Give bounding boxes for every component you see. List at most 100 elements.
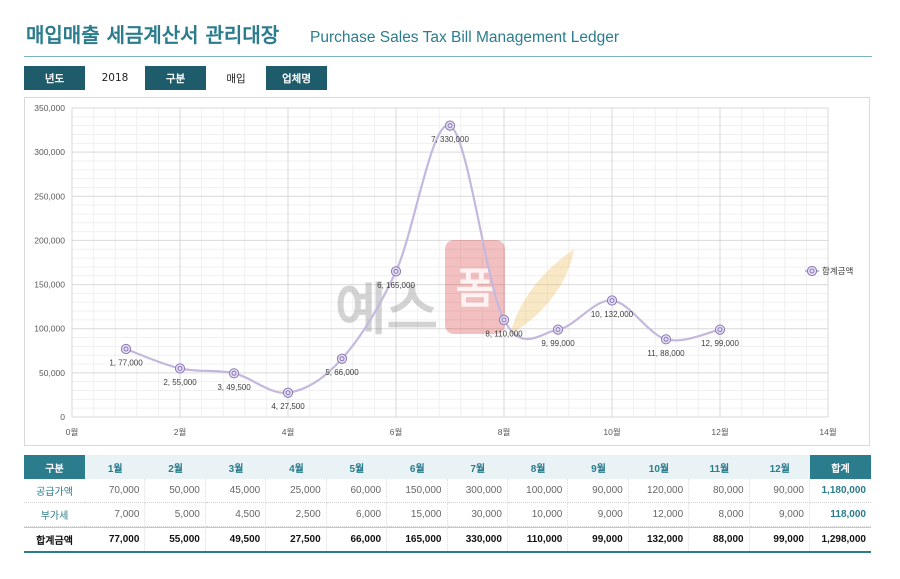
table-cell[interactable]: 27,500 <box>266 527 327 551</box>
data-labels: 1, 77,000 2, 55,000 3, 49,500 4, 27,500 5, 6… <box>109 135 739 411</box>
watermark-logo-icon <box>445 240 505 334</box>
data-point-marker <box>282 387 294 398</box>
table-cell[interactable]: 99,000 <box>568 527 629 551</box>
header-month-cell: 3월 <box>205 455 267 479</box>
table-cell[interactable]: 7,000 <box>85 503 146 527</box>
row-total-cell[interactable]: 118,000 <box>810 503 871 527</box>
legend-marker-inner <box>809 268 815 274</box>
x-tick-label: 10월 <box>603 427 620 437</box>
table-cell[interactable]: 4,500 <box>205 503 267 527</box>
header-month-cell: 6월 <box>387 455 448 479</box>
data-label: 11, 88,000 <box>647 349 685 358</box>
table-cell[interactable]: 99,000 <box>749 527 810 551</box>
data-point-marker <box>606 295 618 306</box>
year-value[interactable]: 2018 <box>101 72 129 84</box>
y-tick-label: 250,000 <box>34 191 65 201</box>
x-tick-label: 4월 <box>282 427 295 437</box>
data-point-marker <box>336 353 348 364</box>
series-layer <box>120 120 726 398</box>
watermark-logo-text: 폼 <box>456 264 495 313</box>
x-tick-label: 12월 <box>711 427 728 437</box>
table-cell[interactable]: 150,000 <box>387 479 448 503</box>
series-line <box>125 124 721 394</box>
data-point <box>660 334 672 345</box>
table-cell[interactable]: 9,000 <box>749 503 810 527</box>
chart[interactable]: 예스 폼 0 50,000 100,000 150,000 200,000 250,000… <box>24 97 870 446</box>
category-label: 구분 <box>145 66 206 90</box>
data-point <box>336 353 348 364</box>
row-label: 공급가액 <box>24 479 85 503</box>
table-cell[interactable]: 60,000 <box>326 479 388 503</box>
table-cell[interactable]: 300,000 <box>447 479 508 503</box>
table-cell[interactable]: 15,000 <box>387 503 448 527</box>
row-total-cell[interactable]: 1,180,000 <box>810 479 871 503</box>
header-month-cell: 11월 <box>689 455 750 479</box>
table-cell[interactable]: 9,000 <box>568 503 629 527</box>
legend: 합계금액 <box>805 265 853 277</box>
table-cell[interactable]: 66,000 <box>326 527 388 551</box>
data-label: 10, 132,000 <box>591 310 634 319</box>
data-point-marker <box>390 266 402 277</box>
data-point-marker-inner <box>609 297 615 303</box>
data-point <box>120 343 132 355</box>
company-label: 업체명 <box>266 66 327 90</box>
filter-bar: 년도 2018 구분 매입 업체명 <box>24 66 387 90</box>
table-cell[interactable]: 132,000 <box>628 527 690 551</box>
data-label: 3, 49,500 <box>217 383 251 392</box>
data-point-marker-inner <box>555 327 561 333</box>
y-tick-label: 200,000 <box>34 235 65 245</box>
table-cell[interactable]: 88,000 <box>689 527 750 551</box>
watermark: 예스 폼 <box>335 240 574 343</box>
table-cell[interactable]: 80,000 <box>689 479 750 503</box>
table-cell[interactable]: 77,000 <box>85 527 146 551</box>
table-cell[interactable]: 45,000 <box>205 479 267 503</box>
data-point <box>552 324 564 335</box>
row-total-cell[interactable]: 1,298,000 <box>810 527 871 551</box>
data-point-marker-inner <box>393 268 399 274</box>
table-cell[interactable]: 165,000 <box>387 527 448 551</box>
table-cell[interactable]: 110,000 <box>507 527 569 551</box>
y-tick-label: 100,000 <box>34 324 65 334</box>
company-value[interactable] <box>327 66 387 90</box>
table-cell[interactable]: 25,000 <box>266 479 327 503</box>
table-cell[interactable]: 49,500 <box>205 527 267 551</box>
x-tick-label: 6월 <box>390 427 403 437</box>
table-cell[interactable]: 5,000 <box>145 503 206 527</box>
category-value[interactable]: 매입 <box>226 72 246 85</box>
x-tick-label: 8월 <box>498 427 511 437</box>
table-cell[interactable]: 8,000 <box>689 503 750 527</box>
data-point-marker-inner <box>501 317 507 323</box>
data-label: 12, 99,000 <box>701 339 739 348</box>
data-point-marker <box>660 334 672 345</box>
data-point-marker <box>444 120 456 131</box>
x-tick-label: 2월 <box>174 427 187 437</box>
gridlines <box>71 107 829 418</box>
data-point-marker <box>552 324 564 335</box>
data-point-marker-inner <box>177 365 183 371</box>
table-cell[interactable]: 50,000 <box>145 479 206 503</box>
table-cell[interactable]: 70,000 <box>85 479 146 503</box>
table-cell[interactable]: 330,000 <box>447 527 508 551</box>
data-point-marker-inner <box>663 336 669 342</box>
data-point-marker-inner <box>123 346 129 352</box>
axis-labels: 0 50,000 100,000 150,000 200,000 250,000 300,0… <box>34 103 836 437</box>
table-cell[interactable]: 90,000 <box>568 479 629 503</box>
data-label: 8, 110,000 <box>485 329 523 338</box>
data-label: 7, 330,000 <box>431 135 469 144</box>
data-point-marker-inner <box>285 390 291 396</box>
table-cell[interactable]: 90,000 <box>749 479 810 503</box>
table-cell[interactable]: 6,000 <box>326 503 388 527</box>
table-cell[interactable]: 10,000 <box>507 503 569 527</box>
table-cell[interactable]: 100,000 <box>507 479 569 503</box>
y-tick-label: 50,000 <box>39 368 65 378</box>
header-month-cell: 8월 <box>507 455 569 479</box>
header-month-cell: 7월 <box>447 455 508 479</box>
table-cell[interactable]: 2,500 <box>266 503 327 527</box>
table-cell[interactable]: 55,000 <box>145 527 206 551</box>
data-point-marker <box>120 343 132 355</box>
y-tick-label: 350,000 <box>34 103 65 113</box>
data-point <box>228 368 240 379</box>
table-cell[interactable]: 30,000 <box>447 503 508 527</box>
table-cell[interactable]: 12,000 <box>628 503 690 527</box>
table-cell[interactable]: 120,000 <box>628 479 690 503</box>
